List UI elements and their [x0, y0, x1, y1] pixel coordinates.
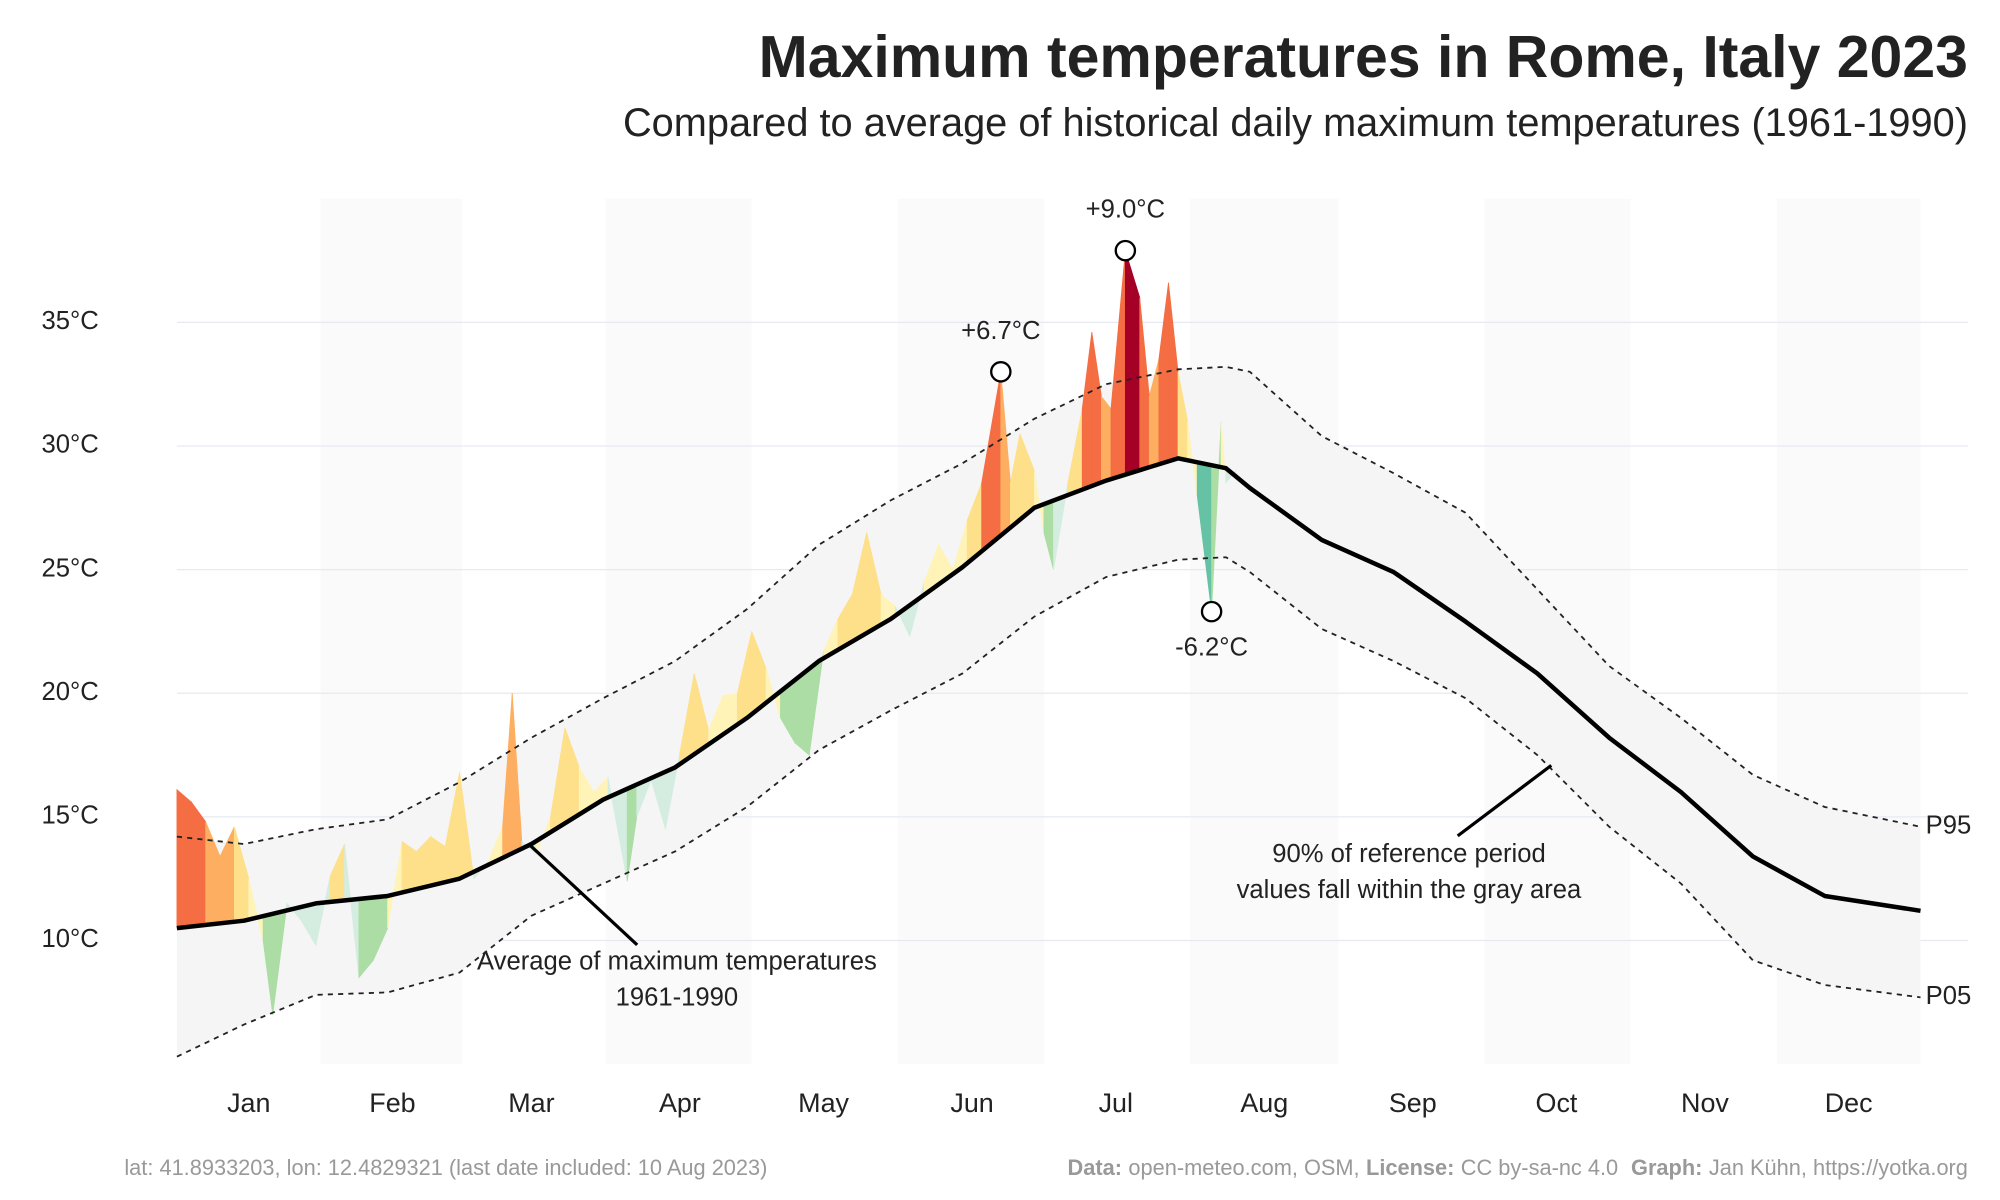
anomaly-area: [234, 826, 250, 923]
footer-text: Jan Kühn, https://yotka.org: [1709, 1155, 1968, 1180]
x-tick-label: Jan: [227, 1088, 270, 1118]
x-tick-label: Feb: [369, 1088, 415, 1118]
series-label: P95: [1926, 812, 1972, 840]
anomaly-area: [205, 821, 221, 926]
annotation-label: +6.7°C: [961, 317, 1040, 345]
footer-label: Data:: [1068, 1155, 1122, 1180]
anomaly-area: [794, 667, 810, 756]
annotation-label: +9.0°C: [1086, 196, 1165, 224]
callout-text: Average of maximum temperatures: [477, 948, 877, 976]
footer-text: CC by-sa-nc 4.0: [1461, 1155, 1618, 1180]
x-tick-label: Dec: [1825, 1088, 1873, 1118]
x-tick-label: Sep: [1389, 1088, 1437, 1118]
series-label: P05: [1926, 982, 1972, 1010]
month-shade: [1190, 198, 1339, 1065]
footer-left: lat: 41.8933203, lon: 12.4829321 (last d…: [124, 1155, 767, 1180]
x-tick-label: Mar: [508, 1088, 554, 1118]
y-tick-label: 20°C: [41, 678, 98, 706]
x-tick-label: May: [798, 1088, 849, 1118]
callout-text: values fall within the gray area: [1237, 876, 1582, 904]
annotation-marker: [990, 361, 1012, 383]
footer-right: Data: open-meteo.com, OSM, License: CC by-s…: [1068, 1155, 1968, 1180]
annotation-label: -6.2°C: [1175, 634, 1248, 662]
callout-leader: [1456, 764, 1553, 838]
mean-line: [176, 456, 1921, 931]
annotation-marker: [1200, 600, 1223, 623]
footer-text: open-meteo.com, OSM,: [1128, 1155, 1359, 1180]
anomaly-area: [1168, 282, 1179, 462]
anomaly-area: [176, 788, 192, 929]
chart-subtitle: Compared to average of historical daily …: [623, 101, 1968, 145]
anomaly-area: [1139, 297, 1150, 471]
x-tick-label: Jul: [1099, 1088, 1133, 1118]
x-tick-label: Aug: [1240, 1088, 1288, 1118]
y-tick-label: 25°C: [41, 554, 98, 582]
anomaly-area: [1081, 332, 1093, 491]
callout-text: 90% of reference period: [1272, 840, 1546, 868]
data-layer: [176, 239, 1921, 1058]
x-tick-label: Apr: [659, 1088, 701, 1118]
reference-band: [176, 366, 1921, 1057]
x-tick-label: Oct: [1536, 1088, 1578, 1118]
chart-title: Maximum temperatures in Rome, Italy 2023: [759, 25, 1968, 90]
anomaly-area: [190, 800, 207, 927]
percentile-line: [176, 556, 1921, 1058]
footer-label: License:: [1366, 1155, 1454, 1180]
annotation-marker: [1114, 239, 1137, 262]
anomaly-area: [1101, 395, 1112, 483]
y-tick-label: 10°C: [41, 925, 98, 953]
x-tick-label: Jun: [950, 1088, 993, 1118]
anomaly-area: [1110, 250, 1126, 480]
x-tick-label: Nov: [1681, 1088, 1729, 1118]
y-tick-label: 30°C: [41, 431, 98, 459]
callout-leader: [527, 842, 639, 947]
footer-label: Graph:: [1631, 1155, 1702, 1180]
callout-text: 1961-1990: [616, 983, 739, 1011]
y-tick-label: 35°C: [41, 307, 98, 335]
percentile-line: [176, 365, 1921, 845]
y-tick-label: 15°C: [41, 802, 98, 830]
anomaly-area: [1091, 332, 1102, 487]
anomaly-area: [1124, 250, 1141, 476]
